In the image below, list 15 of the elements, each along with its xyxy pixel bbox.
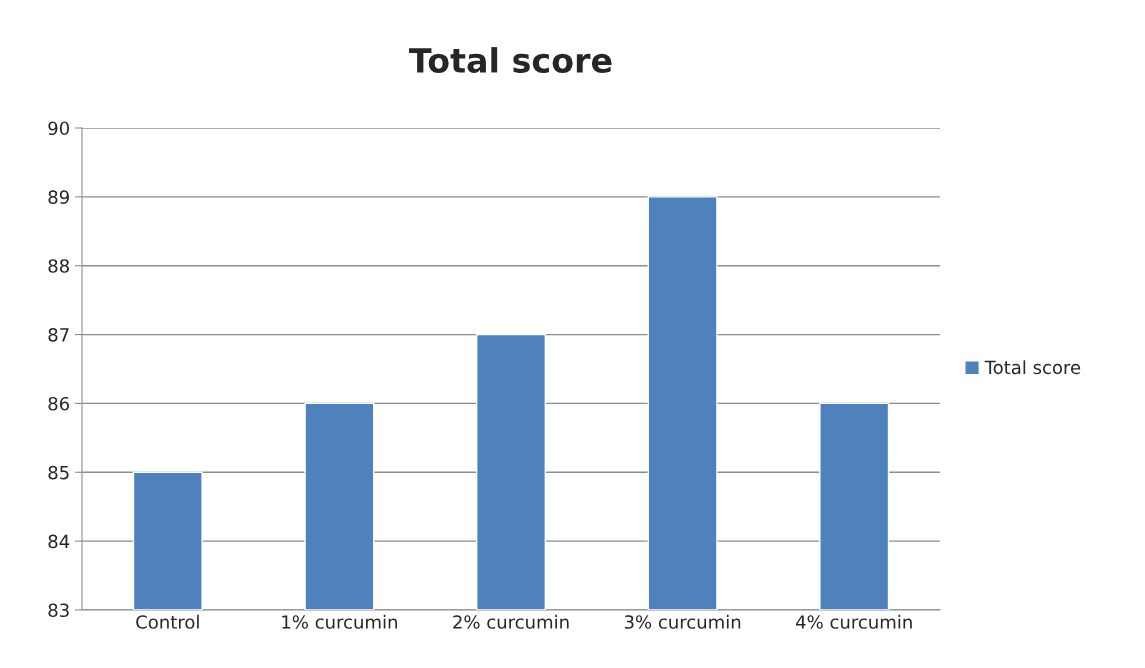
- y-tick-label: 89: [48, 190, 69, 204]
- y-tick-label: 83: [48, 603, 69, 618]
- x-tick-label: 4% curcumin: [795, 614, 912, 629]
- y-tick-label: 88: [48, 259, 69, 273]
- x-tick-label: 2% curcumin: [453, 614, 569, 629]
- y-tick-label: 84: [48, 534, 70, 549]
- y-tick-label: 85: [48, 465, 69, 480]
- x-tick-label: Control: [136, 614, 199, 629]
- y-tick-label: 86: [48, 396, 70, 411]
- y-tick-label: 87: [48, 328, 69, 342]
- x-tick-label: 1% curcumin: [282, 614, 397, 629]
- legend-label: Total score: [984, 360, 1081, 375]
- chart-title: Total score: [409, 47, 612, 73]
- x-tick-label: 3% curcumin: [624, 614, 741, 629]
- y-tick-label: 90: [48, 121, 69, 136]
